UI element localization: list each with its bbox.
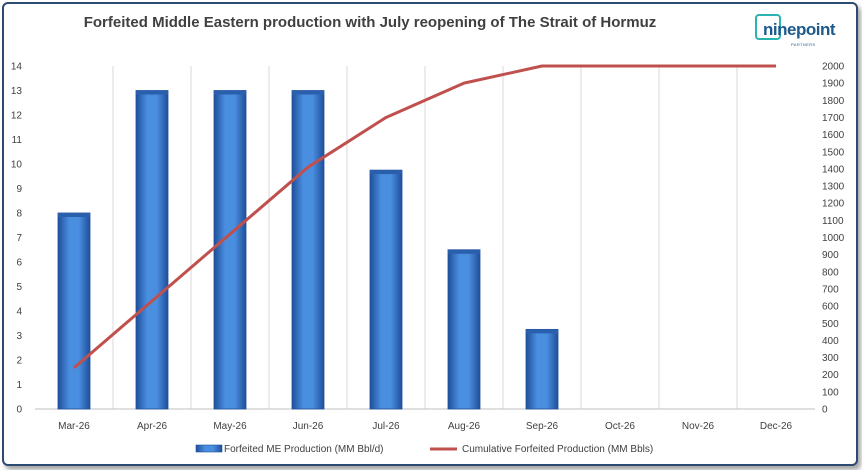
bar-cap (214, 90, 246, 95)
logo-wordmark: ninepoint (763, 20, 835, 39)
bar (369, 169, 403, 410)
y-right-tick-label: 1400 (822, 164, 845, 175)
y-left-tick-label: 5 (16, 282, 22, 293)
y-left-tick-label: 3 (16, 331, 22, 342)
y-left-tick-label: 8 (16, 209, 22, 220)
bar-cap (292, 90, 324, 95)
y-right-tick-label: 300 (822, 353, 839, 364)
y-right-tick-label: 0 (822, 405, 828, 416)
y-left-tick-label: 0 (16, 405, 22, 416)
bar (447, 249, 481, 410)
y-left-tick-label: 13 (11, 86, 23, 97)
bar (135, 90, 169, 410)
bar-body (369, 169, 403, 410)
bar-series (57, 90, 559, 410)
x-tick-label: May-26 (213, 421, 247, 432)
bar-body (213, 90, 247, 410)
line-series (73, 64, 777, 369)
bar-body (291, 90, 325, 410)
bar (213, 90, 247, 410)
chart-title: Forfeited Middle Eastern production with… (83, 14, 657, 31)
bar (291, 90, 325, 410)
ninepoint-logo: ninepoint PARTNERS (755, 14, 837, 48)
y-left-tick-label: 9 (16, 184, 22, 195)
y-right-tick-label: 1200 (822, 199, 845, 210)
x-tick-label: Aug-26 (448, 421, 481, 432)
bar-body (135, 90, 169, 410)
bar-cap (526, 329, 558, 334)
y-left-tick-label: 7 (16, 233, 22, 244)
x-tick-label: Oct-26 (605, 421, 635, 432)
x-tick-label: Jul-26 (372, 421, 400, 432)
bar-body (525, 328, 559, 410)
cumulative-line (73, 64, 776, 369)
legend-bar-swatch (195, 444, 223, 453)
x-tick-label: Mar-26 (58, 421, 90, 432)
bar-cap (370, 170, 402, 175)
y-left-tick-label: 12 (11, 111, 23, 122)
bar (57, 212, 91, 410)
logo-subtext: PARTNERS (791, 42, 816, 47)
y-left-tick-label: 1 (16, 380, 22, 391)
y-right-tick-label: 1800 (822, 96, 845, 107)
y-right-tick-label: 1600 (822, 130, 845, 141)
bar-cap (58, 213, 90, 217)
x-tick-label: Jun-26 (293, 421, 324, 432)
y-right-tick-label: 1100 (822, 216, 844, 227)
x-tick-label: Dec-26 (760, 421, 793, 432)
y-left-tick-label: 11 (12, 135, 23, 146)
y-right-tick-label: 200 (822, 370, 839, 381)
y-axis-right: 0 100 200 300 400 500 600 700 800 900 1000 1100 1200… (822, 62, 845, 416)
y-left-tick-label: 14 (11, 62, 23, 73)
legend-label-line: Cumulative Forfeited Production (MM Bbls… (462, 444, 653, 455)
y-right-tick-label: 900 (822, 250, 839, 261)
y-right-tick-label: 800 (822, 267, 839, 278)
bar-cap (136, 90, 168, 95)
y-right-tick-label: 1300 (822, 182, 845, 193)
x-tick-label: Nov-26 (682, 421, 715, 432)
y-left-tick-label: 10 (11, 160, 23, 171)
y-right-tick-label: 500 (822, 319, 839, 330)
y-right-tick-label: 2000 (822, 62, 845, 73)
x-tick-label: Sep-26 (526, 421, 559, 432)
x-axis: Mar-26 Apr-26 May-26 Jun-26 Jul-26 Aug-26 Sep-… (58, 421, 792, 432)
grid-lines (35, 66, 815, 410)
bar-body (447, 249, 481, 410)
x-tick-label: Apr-26 (137, 421, 167, 432)
y-right-tick-label: 100 (822, 387, 839, 398)
bar-cap (448, 249, 480, 254)
logo-box-icon (755, 14, 781, 40)
y-left-tick-label: 6 (16, 258, 22, 269)
bar (525, 328, 559, 410)
y-right-tick-label: 1900 (822, 79, 845, 90)
y-right-tick-label: 700 (822, 284, 839, 295)
y-left-tick-label: 4 (16, 307, 22, 318)
y-right-tick-label: 1500 (822, 147, 845, 158)
legend-label-bars: Forfeited ME Production (MM Bbl/d) (224, 444, 384, 455)
y-right-tick-label: 1700 (822, 113, 845, 124)
y-right-tick-label: 400 (822, 336, 839, 347)
legend: Forfeited ME Production (MM Bbl/d) Cumula… (195, 444, 653, 455)
bar-body (57, 212, 91, 410)
y-left-tick-label: 2 (16, 356, 22, 367)
y-right-tick-label: 1000 (822, 233, 845, 244)
y-right-tick-label: 600 (822, 302, 839, 313)
